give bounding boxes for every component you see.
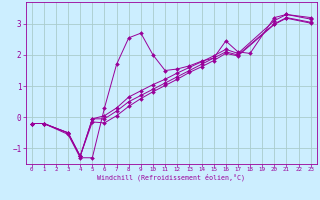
X-axis label: Windchill (Refroidissement éolien,°C): Windchill (Refroidissement éolien,°C) — [97, 174, 245, 181]
